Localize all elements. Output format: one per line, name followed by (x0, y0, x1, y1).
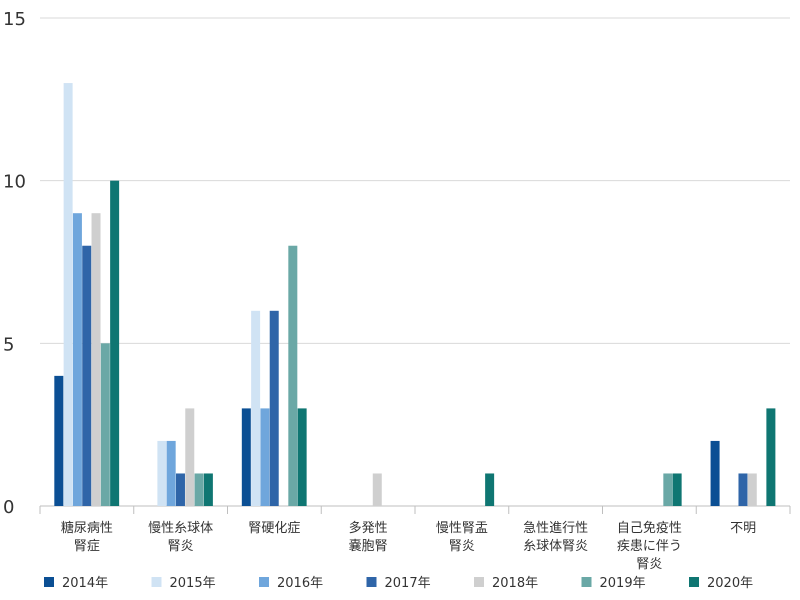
legend-label: 2018年 (492, 576, 538, 591)
bar (288, 245, 298, 507)
bar (251, 310, 261, 506)
x-tick-label: 多発性 (349, 520, 388, 536)
series-2016年 (72, 213, 270, 506)
bar (203, 473, 213, 506)
series-2019年 (100, 245, 673, 507)
y-tick-label: 15 (3, 9, 26, 30)
legend-label: 2020年 (707, 576, 753, 591)
bar (100, 343, 110, 506)
y-axis-ticks: 0 5 10 15 (3, 9, 26, 518)
x-tick-label: 腎炎 (168, 539, 194, 554)
bar (175, 473, 185, 506)
bar (241, 408, 251, 506)
legend: 2014年 2015年 2016年 2017年 2018年 2019年 2020年 (44, 576, 753, 591)
bar (91, 213, 101, 506)
bar (710, 440, 720, 506)
bar (747, 473, 757, 506)
gridlines (40, 17, 790, 507)
bar (185, 408, 195, 506)
bar (54, 375, 64, 506)
legend-swatch (259, 577, 269, 587)
series-2020年 (110, 180, 776, 507)
bar (110, 180, 120, 507)
bar (194, 473, 204, 506)
bar (297, 408, 307, 506)
legend-label: 2015年 (170, 576, 216, 591)
x-tick-label: 腎硬化症 (248, 521, 300, 536)
x-tick-label: 疾患に伴う (617, 539, 682, 554)
legend-swatch (44, 577, 54, 587)
x-tick-label: 不明 (730, 521, 756, 536)
bars (54, 83, 776, 507)
bar (663, 473, 673, 506)
x-tick-label: 嚢胞腎 (349, 538, 388, 554)
bar (738, 473, 748, 506)
x-tick-label: 腎炎 (449, 539, 475, 554)
bar (766, 408, 776, 506)
legend-label: 2017年 (385, 576, 431, 591)
bar (269, 310, 279, 506)
legend-label: 2019年 (600, 576, 646, 591)
bar (72, 213, 82, 506)
legend-label: 2016年 (277, 576, 323, 591)
x-tick-label: 慢性糸球体 (148, 520, 213, 536)
legend-swatch (581, 577, 592, 587)
x-tick-label: 腎炎 (636, 557, 662, 572)
series-2014年 (54, 375, 720, 506)
series-2017年 (82, 245, 748, 507)
legend-swatch (151, 577, 162, 587)
y-tick-label: 5 (3, 334, 14, 355)
bar (166, 440, 176, 506)
legend-swatch (474, 577, 484, 587)
x-tick-label: 糸球体腎炎 (523, 539, 588, 554)
series-2015年 (63, 83, 261, 506)
x-tick-label: 慢性腎盂 (436, 520, 488, 536)
bar (82, 245, 92, 507)
legend-swatch (689, 577, 699, 587)
x-tick-label: 急性進行性 (523, 521, 588, 536)
legend-label: 2014年 (62, 576, 108, 591)
bar (260, 408, 270, 506)
bar (372, 473, 382, 506)
bar (157, 440, 167, 506)
x-tick-label: 糖尿病性 (61, 520, 113, 536)
legend-swatch (366, 577, 377, 587)
y-tick-label: 10 (3, 172, 26, 193)
series-2018年 (91, 213, 757, 506)
bar (63, 83, 73, 506)
bar (672, 473, 682, 506)
category-separators (39, 506, 791, 514)
bar (485, 473, 495, 506)
y-tick-label: 0 (3, 497, 14, 518)
x-tick-label: 自己免疫性 (617, 520, 682, 536)
x-tick-label: 腎症 (74, 539, 100, 554)
